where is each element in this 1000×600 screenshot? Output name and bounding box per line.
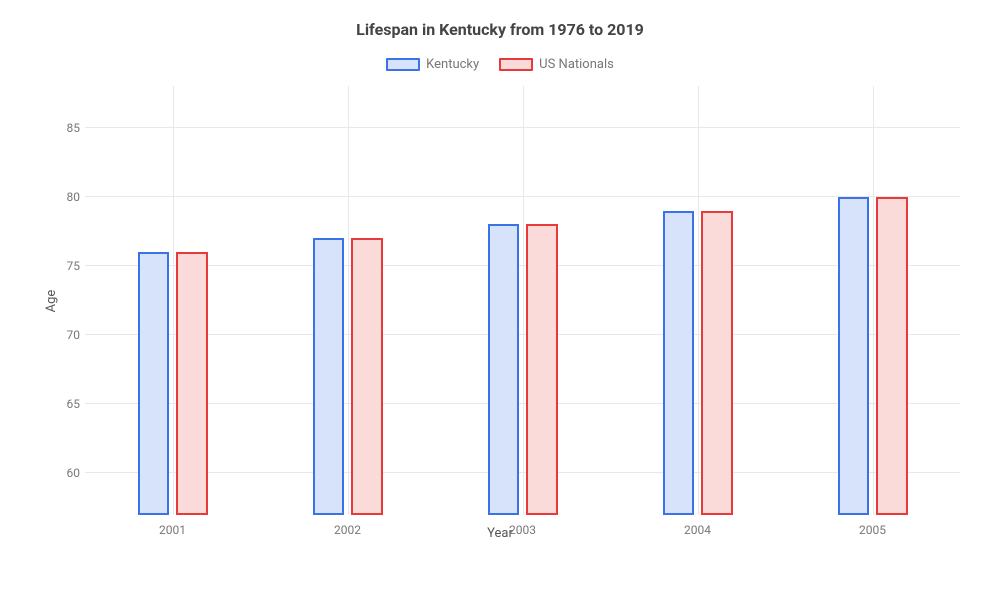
bar-us-nationals-2003 bbox=[526, 224, 558, 515]
lifespan-chart: Lifespan in Kentucky from 1976 to 2019 K… bbox=[0, 0, 1000, 600]
y-tick: 80 bbox=[55, 190, 80, 204]
vgridline bbox=[523, 86, 524, 515]
vgridline bbox=[698, 86, 699, 515]
legend-swatch-kentucky bbox=[386, 58, 420, 71]
legend-item-usnationals: US Nationals bbox=[499, 57, 614, 72]
plot-area: Age 60657075808520012002200320042005 bbox=[85, 86, 960, 516]
bar-kentucky-2002 bbox=[313, 238, 345, 515]
x-tick: 2004 bbox=[684, 523, 711, 537]
vgridline bbox=[173, 86, 174, 515]
y-tick: 60 bbox=[55, 466, 80, 480]
bar-us-nationals-2002 bbox=[351, 238, 383, 515]
legend-label-kentucky: Kentucky bbox=[426, 57, 479, 72]
bar-us-nationals-2001 bbox=[176, 252, 208, 515]
chart-legend: Kentucky US Nationals bbox=[30, 57, 970, 72]
y-tick: 65 bbox=[55, 397, 80, 411]
bar-kentucky-2001 bbox=[138, 252, 170, 515]
plot-region: 60657075808520012002200320042005 bbox=[85, 86, 960, 516]
chart-title: Lifespan in Kentucky from 1976 to 2019 bbox=[30, 20, 970, 39]
y-tick: 75 bbox=[55, 259, 80, 273]
bar-us-nationals-2004 bbox=[701, 211, 733, 515]
x-tick: 2001 bbox=[159, 523, 186, 537]
bar-kentucky-2004 bbox=[663, 211, 695, 515]
x-tick: 2005 bbox=[859, 523, 886, 537]
y-tick: 70 bbox=[55, 328, 80, 342]
x-tick: 2003 bbox=[509, 523, 536, 537]
vgridline bbox=[873, 86, 874, 515]
vgridline bbox=[348, 86, 349, 515]
legend-item-kentucky: Kentucky bbox=[386, 57, 479, 72]
bar-kentucky-2005 bbox=[838, 197, 870, 515]
legend-swatch-usnationals bbox=[499, 58, 533, 71]
x-tick: 2002 bbox=[334, 523, 361, 537]
y-tick: 85 bbox=[55, 121, 80, 135]
legend-label-usnationals: US Nationals bbox=[539, 57, 614, 72]
bar-us-nationals-2005 bbox=[876, 197, 908, 515]
bar-kentucky-2003 bbox=[488, 224, 520, 515]
y-axis-label: Age bbox=[44, 290, 59, 313]
